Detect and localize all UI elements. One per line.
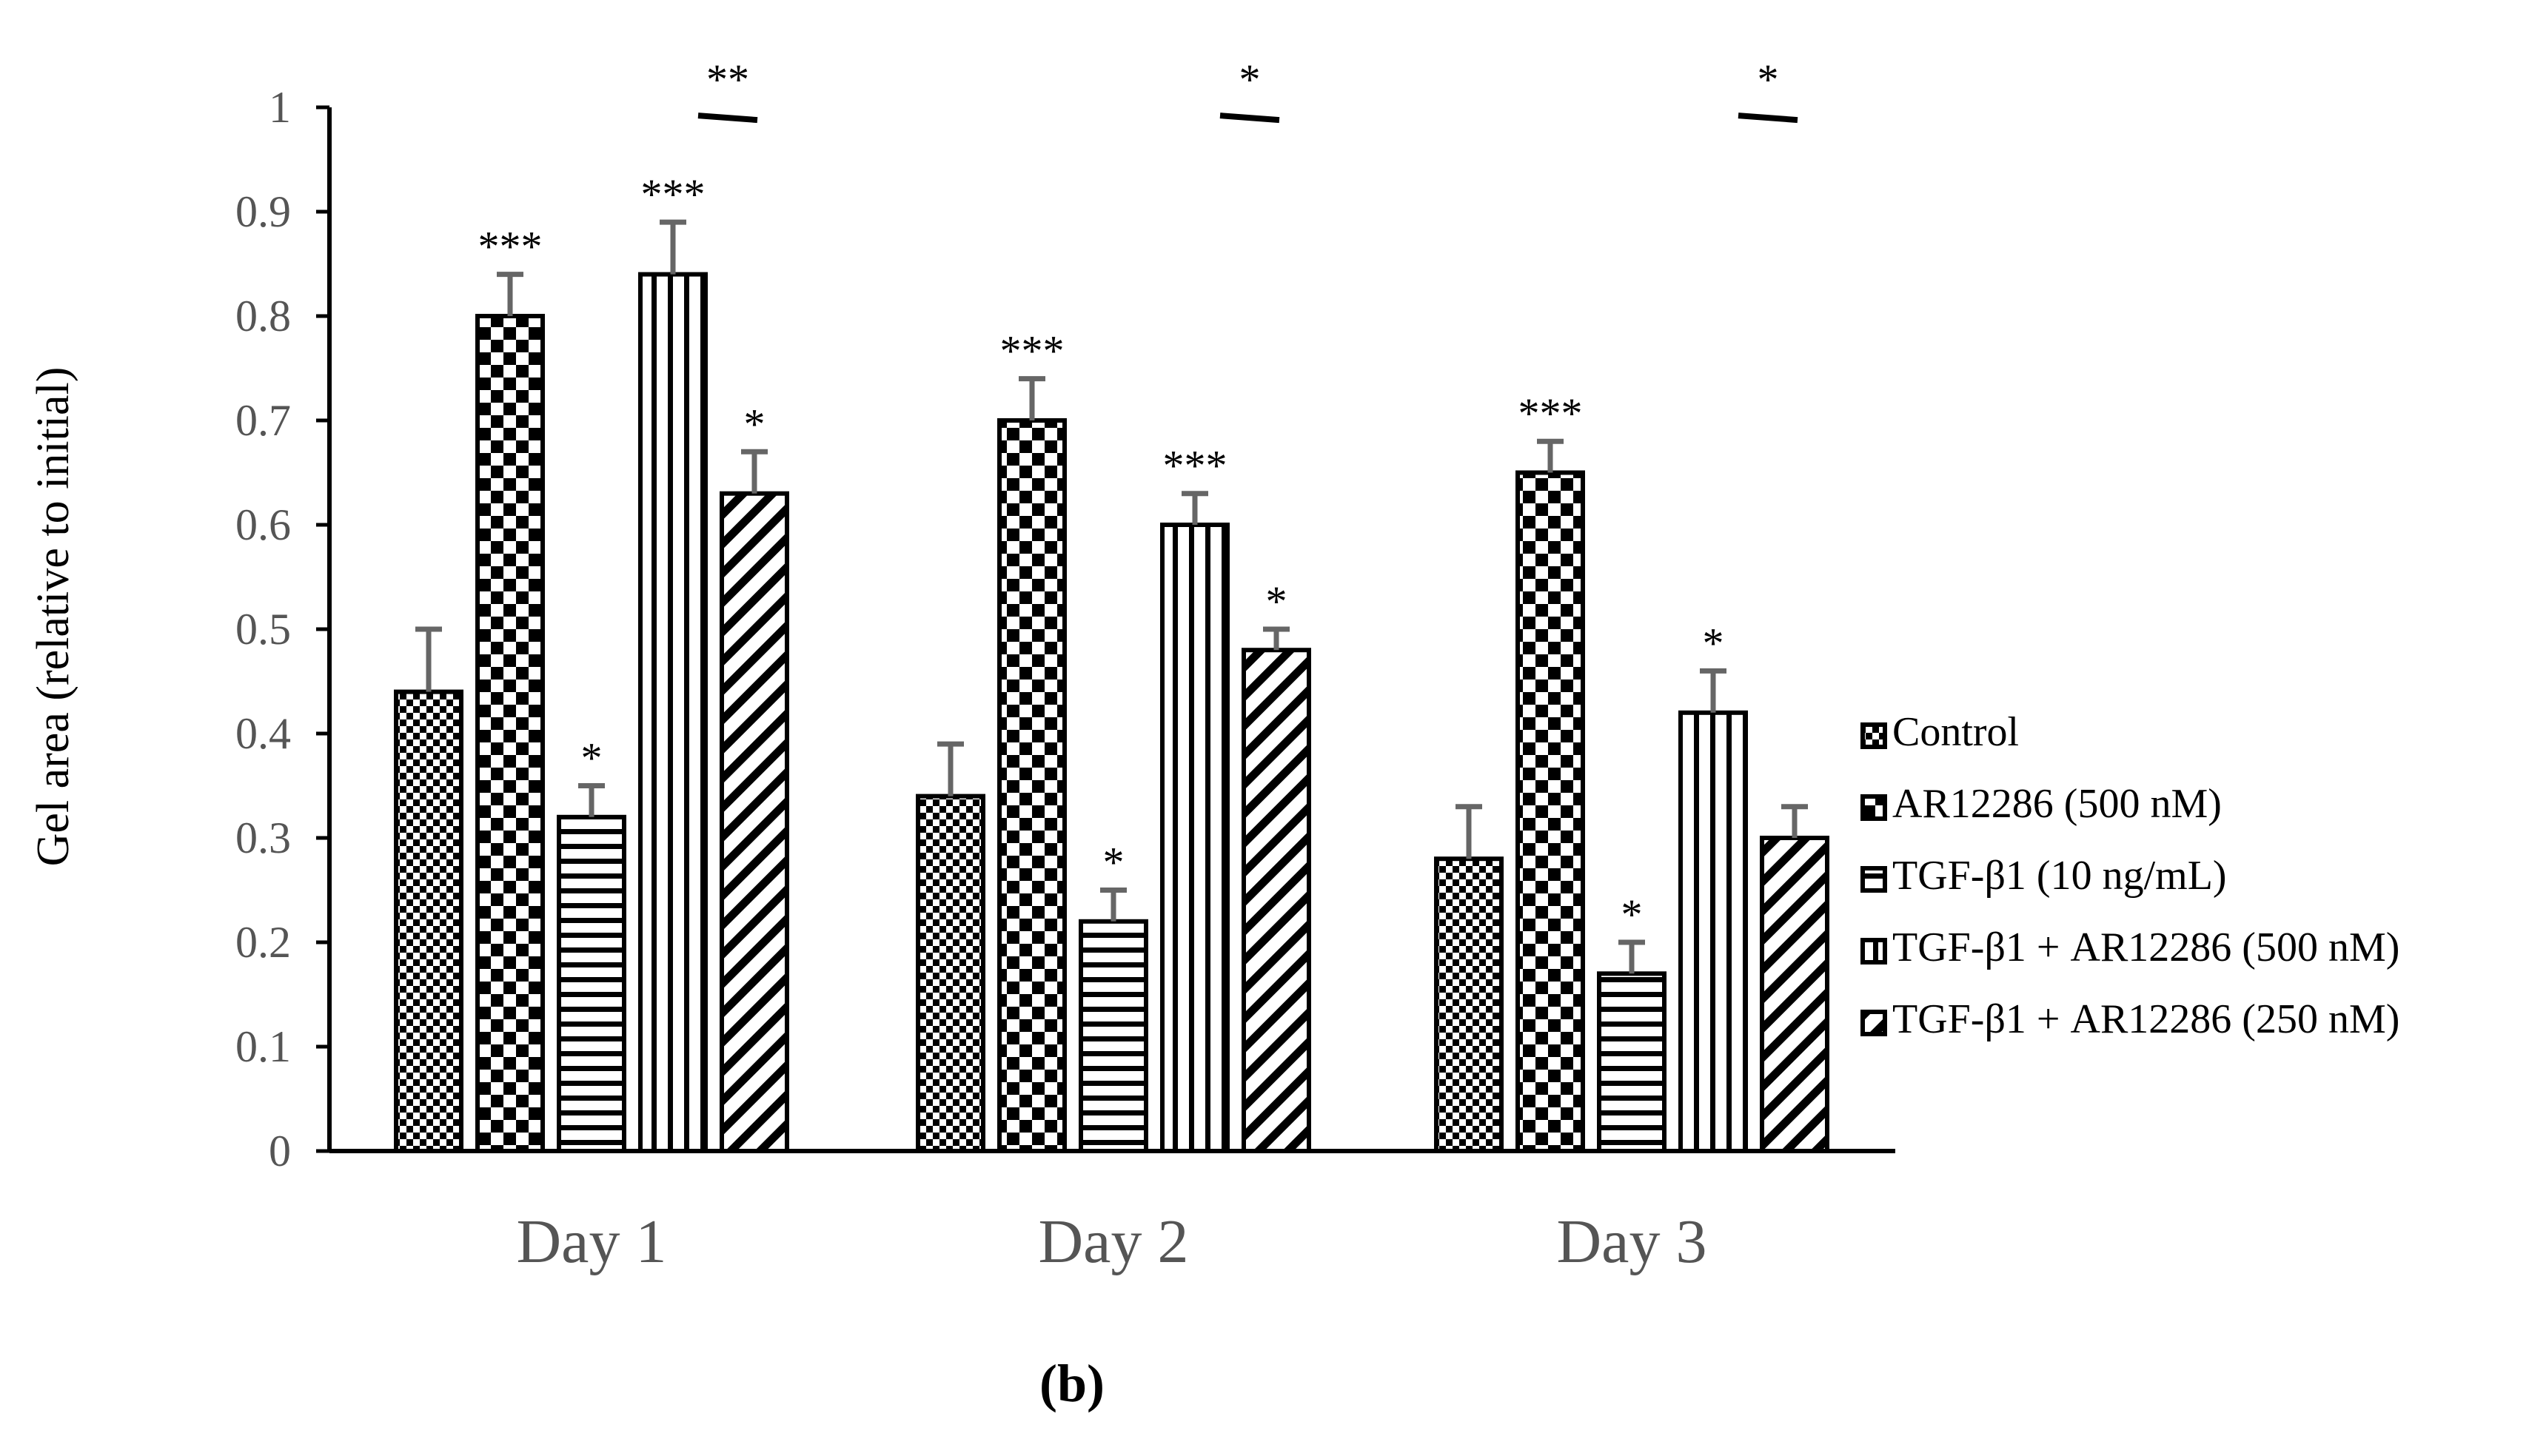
comparison-line	[1219, 113, 1280, 124]
legend-label: TGF-β1 (10 ng/mL)	[1892, 853, 2227, 899]
significance-label: *	[1103, 839, 1125, 887]
bar	[997, 418, 1067, 1153]
y-tick-label: 0.2	[235, 918, 291, 967]
significance-label: ***	[1518, 389, 1583, 437]
significance-label: ***	[478, 223, 543, 271]
significance-label: *	[1621, 890, 1643, 939]
legend-swatch	[1860, 866, 1887, 893]
bar	[916, 794, 985, 1153]
legend-swatch	[1860, 794, 1887, 821]
bar	[1597, 971, 1667, 1154]
significance-label: *	[1266, 577, 1287, 625]
bar	[720, 491, 789, 1153]
y-tick-label: 0.4	[235, 709, 291, 758]
significance-label: *	[1703, 619, 1724, 667]
x-tick-label: Day 3	[1557, 1207, 1707, 1276]
significance-label: ***	[641, 170, 706, 218]
y-tick-label: 0.3	[235, 813, 291, 862]
significance-annotations: ** * *	[697, 56, 1798, 124]
significance-label: ***	[1000, 327, 1065, 375]
y-tick-label: 0	[269, 1127, 291, 1175]
bar	[1160, 523, 1230, 1153]
legend: Control AR12286 (500 nM) TGF-β1 (10 ng/mL)…	[1860, 709, 2399, 1042]
x-axis: Day 1 Day 2 Day 3	[329, 1149, 1895, 1276]
y-axis: 0 0.1 0.2 0.3 0.4 0.5 0.6 0.7 0.8 0.9 1	[235, 83, 332, 1175]
significance-label: *	[581, 734, 603, 782]
comparison-label: *	[1239, 56, 1261, 104]
y-axis-label: Gel area (relative to initial)	[28, 367, 78, 867]
bar	[1242, 648, 1311, 1153]
y-tick-label: 0.5	[235, 605, 291, 654]
legend-label: Control	[1892, 709, 2019, 755]
bar	[394, 689, 463, 1153]
x-tick-label: Day 1	[517, 1207, 667, 1276]
legend-swatch	[1860, 1010, 1887, 1036]
comparison-line	[1738, 113, 1798, 124]
legend-swatch	[1860, 938, 1887, 964]
y-tick-label: 0.9	[235, 187, 291, 236]
comparison-label: *	[1758, 56, 1779, 104]
y-tick-label: 0.1	[235, 1022, 291, 1071]
legend-label: TGF-β1 + AR12286 (250 nM)	[1892, 996, 2399, 1042]
y-tick-label: 1	[269, 83, 291, 132]
bar	[1434, 856, 1504, 1153]
bar	[1760, 836, 1829, 1153]
bar	[1678, 710, 1748, 1153]
x-tick-label: Day 2	[1039, 1207, 1189, 1276]
legend-swatch	[1860, 722, 1887, 749]
comparison-line	[697, 113, 758, 124]
significance-label: *	[744, 400, 766, 448]
bar	[1079, 919, 1148, 1154]
bars: *********************	[394, 170, 1829, 1154]
y-tick-label: 0.7	[235, 396, 291, 445]
figure-caption: (b)	[1039, 1354, 1105, 1413]
legend-label: AR12286 (500 nM)	[1892, 781, 2222, 827]
bar	[557, 814, 626, 1154]
legend-label: TGF-β1 + AR12286 (500 nM)	[1892, 925, 2399, 970]
significance-label: ***	[1163, 442, 1227, 490]
y-tick-label: 0.6	[235, 500, 291, 549]
bar	[475, 314, 545, 1153]
y-tick-label: 0.8	[235, 292, 291, 340]
comparison-label: **	[706, 56, 749, 104]
bar	[1515, 470, 1585, 1153]
bar	[638, 272, 708, 1154]
